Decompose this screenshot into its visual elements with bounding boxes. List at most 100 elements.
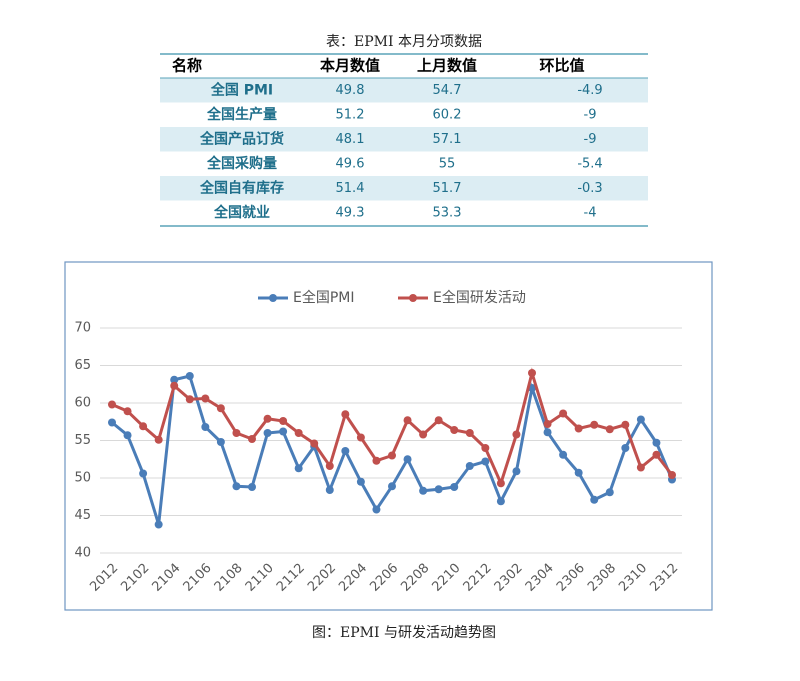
marker [652,438,661,447]
marker [590,495,599,504]
marker [279,417,288,425]
marker [528,369,536,377]
marker [668,471,676,479]
marker [450,426,459,434]
table-cell: 全国采购量 [206,155,277,172]
marker [341,447,350,455]
row-band [160,127,648,152]
x-tick-label: 2206 [367,561,401,595]
marker [434,416,443,425]
marker [139,469,148,478]
marker [481,457,490,466]
marker [154,435,163,444]
marker [419,430,428,439]
y-tick-label: 60 [74,396,91,411]
table-cell: 54.7 [433,83,462,98]
marker [123,431,132,440]
marker [496,497,505,506]
x-tick-label: 2106 [181,561,215,595]
table-cell: -0.3 [577,181,602,196]
table-cell: 55 [439,156,456,171]
table-cell: 49.3 [336,205,365,220]
marker [372,456,381,465]
x-tick-label: 2110 [243,561,277,595]
table-cell: 49.8 [336,83,365,98]
marker [372,505,381,514]
marker [605,488,614,497]
marker [341,410,350,419]
x-tick-label: 2204 [336,561,370,595]
marker [123,407,132,416]
marker [325,486,334,494]
marker [325,462,334,470]
legend-marker [269,294,277,302]
row-band [160,78,648,103]
marker [294,464,303,473]
table-cell: -9 [584,132,597,147]
x-tick-label: 2304 [523,561,557,595]
y-tick-label: 70 [74,321,91,336]
legend-label: E全国PMI [293,289,355,306]
table-cell: 全国自有库存 [199,179,284,196]
x-tick-label: 2202 [305,561,339,595]
table-cell: 全国产品订货 [199,130,284,147]
marker [481,444,490,452]
table-cell: 60.2 [433,107,462,122]
x-tick-label: 2210 [430,561,464,595]
marker [279,427,288,436]
x-tick-label: 2312 [647,561,681,595]
marker [465,429,474,437]
marker [621,420,630,429]
marker [605,425,614,434]
x-tick-label: 2306 [554,561,588,595]
table-cell: 全国就业 [213,204,270,221]
marker [652,450,661,459]
y-tick-label: 55 [74,433,91,448]
marker [636,415,645,424]
marker [574,468,583,477]
marker [170,375,179,384]
table-cell: -4.9 [577,83,602,98]
marker [543,428,552,437]
marker [185,395,194,404]
x-tick-label: 2104 [150,561,184,595]
table-title: 表：EPMI 本月分项数据 [326,34,482,50]
legend-label: E全国研发活动 [433,289,526,306]
marker [496,479,505,488]
marker [590,420,599,429]
table-cell: 全国生产量 [206,106,277,123]
marker [201,394,210,403]
y-tick-label: 50 [74,471,91,486]
x-tick-label: 2102 [118,561,152,595]
x-tick-label: 2302 [492,561,526,595]
x-tick-label: 2108 [212,561,246,595]
table-cell: 49.6 [336,156,365,171]
marker [419,486,428,495]
y-tick-label: 45 [74,508,91,523]
marker [139,422,148,431]
marker [108,400,116,409]
marker [248,435,256,443]
caption: 图：EPMI 与研发活动趋势图 [312,625,496,641]
line [111,367,674,488]
marker [621,444,630,452]
marker [574,424,583,433]
marker [403,416,412,425]
marker [356,477,365,486]
table-header: 本月数值 [320,57,380,75]
table-cell: 全国 PMI [210,81,273,98]
table-header: 上月数值 [417,57,477,75]
marker [263,429,272,437]
y-tick-label: 65 [74,358,91,373]
marker [232,429,241,437]
marker [263,414,272,423]
x-tick-label: 2310 [616,561,650,595]
marker [294,429,303,437]
x-tick-label: 2308 [585,561,619,595]
marker [154,520,163,529]
table-cell: 51.2 [336,107,365,122]
marker [388,482,396,491]
marker [450,483,459,491]
table-cell: -4 [584,205,597,220]
